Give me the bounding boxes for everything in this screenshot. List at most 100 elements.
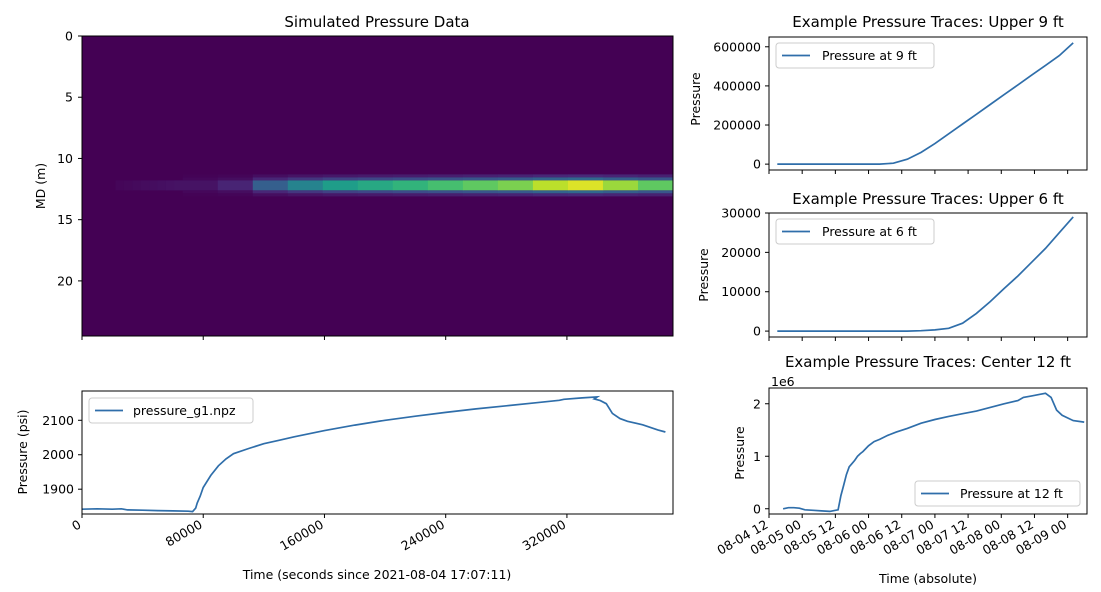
pressure-x-tick-label: 80000 bbox=[163, 517, 205, 550]
center12-legend-box bbox=[914, 480, 1081, 507]
center12-legend: Pressure at 12 ft bbox=[914, 480, 1081, 507]
upper9-legend: Pressure at 9 ft bbox=[775, 42, 935, 69]
pressure-y-tick-label: 1900 bbox=[42, 482, 74, 497]
upper6-panel: Example Pressure Traces: Upper 6 ft 0 100… bbox=[696, 190, 1088, 341]
right-y-tick-label: 400000 bbox=[713, 78, 761, 93]
heatmap-cell bbox=[497, 180, 534, 191]
heatmap-cell bbox=[140, 180, 150, 191]
heatmap-cell bbox=[357, 193, 394, 197]
right-y-tick-label: 10000 bbox=[721, 284, 761, 299]
heatmap-cell bbox=[287, 193, 324, 197]
heatmap-y-tick-label: 20 bbox=[57, 273, 73, 288]
upper6-ticks: 0 10000 20000 30000 bbox=[721, 206, 1069, 341]
right-y-tick-label: 30000 bbox=[721, 206, 761, 221]
heatmap-panel: Simulated Pressure Data 0 5 10 15 20 MD (m) bbox=[33, 13, 674, 340]
heatmap-cell bbox=[392, 177, 429, 181]
heatmap-band bbox=[115, 174, 673, 197]
heatmap-cell bbox=[132, 180, 142, 191]
heatmap-y-tick-label: 15 bbox=[57, 212, 73, 227]
upper6-frame bbox=[768, 212, 1088, 338]
heatmap-cell bbox=[497, 190, 534, 194]
heatmap-cell bbox=[427, 193, 464, 197]
heatmap-y-tick-label: 5 bbox=[65, 90, 73, 105]
heatmap-cell bbox=[182, 190, 219, 194]
heatmap-cell bbox=[149, 180, 159, 191]
heatmap-cell bbox=[427, 174, 464, 178]
center12-panel: Example Pressure Traces: Center 12 ft 1e… bbox=[714, 353, 1088, 586]
heatmap-cell bbox=[182, 193, 219, 197]
center12-legend-label: Pressure at 12 ft bbox=[960, 486, 1063, 501]
heatmap-cell bbox=[392, 180, 429, 191]
pressure-legend-label: pressure_g1.npz bbox=[133, 403, 236, 418]
heatmap-cell bbox=[532, 193, 569, 197]
center12-series-line bbox=[782, 392, 1085, 513]
heatmap-cell bbox=[462, 190, 499, 194]
heatmap-cell bbox=[462, 177, 499, 181]
upper6-legend-box bbox=[775, 218, 935, 245]
heatmap-cell bbox=[115, 180, 125, 191]
heatmap-cell bbox=[182, 174, 219, 178]
heatmap-cell bbox=[497, 193, 534, 197]
right-y-tick-label: 0 bbox=[753, 501, 761, 516]
heatmap-cell bbox=[567, 180, 604, 191]
heatmap-cell bbox=[637, 193, 673, 197]
heatmap-cell bbox=[637, 174, 673, 178]
heatmap-cell bbox=[392, 174, 429, 178]
pressure-legend-box bbox=[88, 397, 254, 424]
heatmap-x-ticks bbox=[81, 336, 568, 340]
heatmap-cell bbox=[462, 180, 499, 191]
center12-xlabel: Time (absolute) bbox=[878, 571, 977, 586]
right-y-tick-label: 0 bbox=[753, 157, 761, 172]
right-y-tick-label: 600000 bbox=[713, 39, 761, 54]
heatmap-cell bbox=[392, 190, 429, 194]
right-y-tick-label: 2 bbox=[753, 396, 761, 411]
heatmap-cell bbox=[602, 193, 639, 197]
heatmap-cell bbox=[252, 174, 289, 178]
heatmap-cell bbox=[497, 174, 534, 178]
heatmap-cell bbox=[532, 180, 569, 191]
center12-offset-label: 1e6 bbox=[771, 374, 795, 389]
heatmap-cell bbox=[637, 190, 673, 194]
heatmap-cell bbox=[567, 190, 604, 194]
upper9-legend-box bbox=[775, 42, 935, 69]
upper9-legend-label: Pressure at 9 ft bbox=[822, 48, 917, 63]
heatmap-frame bbox=[81, 35, 674, 337]
upper6-title: Example Pressure Traces: Upper 6 ft bbox=[792, 190, 1064, 208]
heatmap-cell bbox=[497, 177, 534, 181]
heatmap-cell bbox=[567, 174, 604, 178]
pressure-x-tick-label: 240000 bbox=[398, 517, 447, 554]
heatmap-title: Simulated Pressure Data bbox=[284, 13, 469, 31]
pressure-xlabel: Time (seconds since 2021-08-04 17:07:11) bbox=[242, 567, 512, 582]
upper6-legend-label: Pressure at 6 ft bbox=[822, 224, 917, 239]
heatmap-cell bbox=[602, 177, 639, 181]
heatmap-cell bbox=[217, 177, 254, 181]
pressure-legend: pressure_g1.npz bbox=[88, 397, 254, 424]
heatmap-y-tick-label: 10 bbox=[57, 151, 73, 166]
heatmap-cell bbox=[357, 177, 394, 181]
right-y-tick-label: 1 bbox=[753, 449, 761, 464]
heatmap-cell bbox=[602, 174, 639, 178]
center12-title: Example Pressure Traces: Center 12 ft bbox=[785, 353, 1071, 371]
heatmap-cell bbox=[427, 177, 464, 181]
heatmap-cell bbox=[182, 177, 219, 181]
heatmap-cell bbox=[462, 193, 499, 197]
heatmap-cell bbox=[637, 180, 673, 191]
heatmap-cell bbox=[602, 180, 639, 191]
heatmap-ylabel: MD (m) bbox=[33, 163, 48, 209]
heatmap-cell bbox=[532, 174, 569, 178]
heatmap-cell bbox=[287, 180, 324, 191]
heatmap-cell bbox=[287, 177, 324, 181]
heatmap-y-ticks: 0 5 10 15 20 bbox=[57, 29, 82, 288]
heatmap-cell bbox=[357, 180, 394, 191]
heatmap-cell bbox=[392, 193, 429, 197]
heatmap-cell bbox=[532, 177, 569, 181]
heatmap-cell bbox=[322, 174, 359, 178]
pressure-y-tick-label: 2100 bbox=[42, 413, 74, 428]
heatmap-cell bbox=[322, 190, 359, 194]
upper9-title: Example Pressure Traces: Upper 9 ft bbox=[792, 13, 1064, 31]
heatmap-cell bbox=[322, 177, 359, 181]
heatmap-cell bbox=[182, 180, 219, 191]
upper9-series-line bbox=[777, 42, 1074, 165]
right-y-tick-label: 0 bbox=[753, 324, 761, 339]
